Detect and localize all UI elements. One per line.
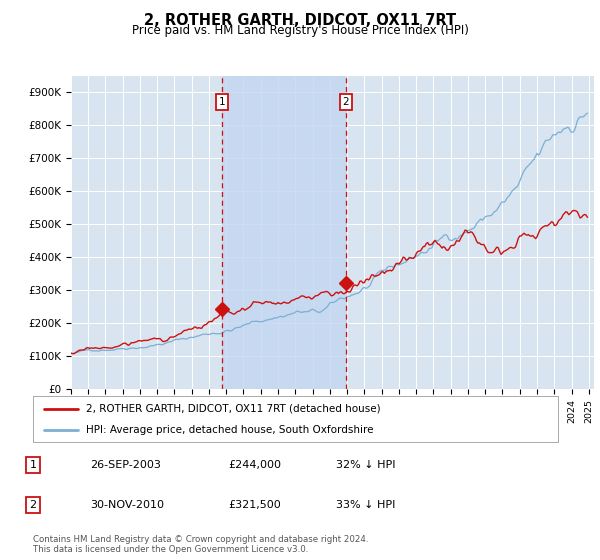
Text: Price paid vs. HM Land Registry's House Price Index (HPI): Price paid vs. HM Land Registry's House … [131, 24, 469, 36]
Text: 2, ROTHER GARTH, DIDCOT, OX11 7RT: 2, ROTHER GARTH, DIDCOT, OX11 7RT [144, 13, 456, 29]
Text: 32% ↓ HPI: 32% ↓ HPI [336, 460, 395, 470]
Text: 2: 2 [343, 97, 349, 107]
Text: 33% ↓ HPI: 33% ↓ HPI [336, 500, 395, 510]
Text: £321,500: £321,500 [228, 500, 281, 510]
Text: £244,000: £244,000 [228, 460, 281, 470]
Text: 1: 1 [218, 97, 225, 107]
Text: 30-NOV-2010: 30-NOV-2010 [90, 500, 164, 510]
Text: HPI: Average price, detached house, South Oxfordshire: HPI: Average price, detached house, Sout… [86, 425, 373, 435]
Text: 2, ROTHER GARTH, DIDCOT, OX11 7RT (detached house): 2, ROTHER GARTH, DIDCOT, OX11 7RT (detac… [86, 404, 380, 414]
Text: 26-SEP-2003: 26-SEP-2003 [90, 460, 161, 470]
Text: 2: 2 [29, 500, 37, 510]
Text: Contains HM Land Registry data © Crown copyright and database right 2024.
This d: Contains HM Land Registry data © Crown c… [33, 535, 368, 554]
Text: 1: 1 [29, 460, 37, 470]
Bar [222, 76, 346, 389]
